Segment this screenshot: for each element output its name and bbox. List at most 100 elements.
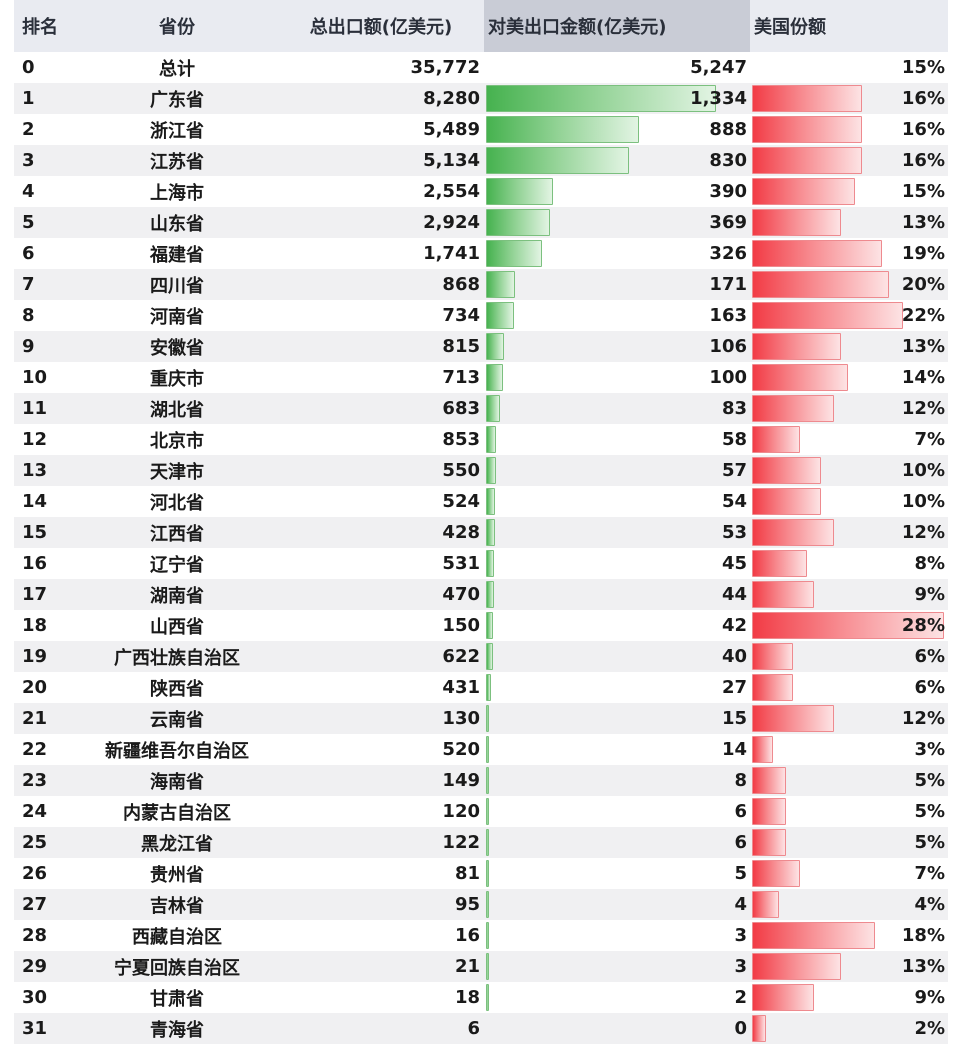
us-share-bar bbox=[752, 271, 890, 298]
header-province[interactable]: 省份 bbox=[76, 0, 278, 52]
rank-cell: 31 bbox=[22, 1018, 48, 1039]
header-us-export[interactable]: 对美出口金额(亿美元) bbox=[484, 0, 750, 52]
us-share-cell: 13% bbox=[750, 207, 948, 238]
total-export-cell: 149 bbox=[442, 770, 480, 791]
total-export-cell: 531 bbox=[442, 553, 480, 574]
us-export-bar bbox=[486, 364, 504, 391]
us-export-bar bbox=[486, 302, 515, 329]
us-share-cell: 5% bbox=[750, 796, 948, 827]
rank-cell: 12 bbox=[22, 429, 48, 450]
us-export-value: 100 bbox=[709, 367, 747, 388]
us-share-value: 15% bbox=[901, 57, 945, 78]
rank-cell: 26 bbox=[22, 863, 48, 884]
header-total-export[interactable]: 总出口额(亿美元) bbox=[278, 0, 484, 52]
us-export-value: 163 bbox=[709, 305, 747, 326]
us-export-bar bbox=[486, 953, 489, 980]
us-export-bar bbox=[486, 271, 516, 298]
us-export-cell: 58 bbox=[484, 424, 750, 455]
us-share-value: 18% bbox=[901, 925, 945, 946]
us-export-bar bbox=[486, 860, 489, 887]
us-export-cell: 326 bbox=[484, 238, 750, 269]
rank-cell: 28 bbox=[22, 925, 48, 946]
total-export-cell: 95 bbox=[454, 894, 480, 915]
table-header: 排名 省份 总出口额(亿美元) 对美出口金额(亿美元) 美国份额 bbox=[14, 0, 948, 52]
header-us-share[interactable]: 美国份额 bbox=[750, 0, 948, 52]
total-export-cell: 853 bbox=[442, 429, 480, 450]
us-share-value: 2% bbox=[914, 1018, 945, 1039]
rank-cell: 21 bbox=[22, 708, 48, 729]
us-share-bar bbox=[752, 178, 855, 205]
table-row: 13 天津市 550 57 10% bbox=[14, 455, 948, 486]
us-export-value: 171 bbox=[709, 274, 747, 295]
us-share-value: 16% bbox=[901, 150, 945, 171]
us-share-cell: 15% bbox=[750, 52, 948, 83]
us-export-bar bbox=[486, 736, 489, 763]
us-export-value: 4 bbox=[734, 894, 747, 915]
table-row: 3 江苏省 5,134 830 16% bbox=[14, 145, 948, 176]
us-export-bar bbox=[486, 116, 640, 143]
table-row: 2 浙江省 5,489 888 16% bbox=[14, 114, 948, 145]
us-export-cell: 3 bbox=[484, 920, 750, 951]
us-export-value: 5,247 bbox=[690, 57, 747, 78]
province-cell: 海南省 bbox=[150, 771, 204, 793]
us-export-bar bbox=[486, 240, 543, 267]
us-export-cell: 8 bbox=[484, 765, 750, 796]
us-export-value: 83 bbox=[721, 398, 747, 419]
us-share-value: 16% bbox=[901, 119, 945, 140]
total-export-cell: 8,280 bbox=[423, 88, 480, 109]
us-export-bar bbox=[486, 984, 489, 1011]
province-cell: 宁夏回族自治区 bbox=[114, 957, 240, 979]
table-row: 6 福建省 1,741 326 19% bbox=[14, 238, 948, 269]
us-share-cell: 19% bbox=[750, 238, 948, 269]
us-share-bar bbox=[752, 612, 944, 639]
us-export-value: 1,334 bbox=[690, 88, 747, 109]
header-row: 排名 省份 总出口额(亿美元) 对美出口金额(亿美元) 美国份额 bbox=[14, 0, 948, 52]
province-cell: 青海省 bbox=[150, 1019, 204, 1041]
us-export-cell: 5,247 bbox=[484, 52, 750, 83]
us-share-value: 19% bbox=[901, 243, 945, 264]
total-export-cell: 431 bbox=[442, 677, 480, 698]
us-export-value: 58 bbox=[721, 429, 747, 450]
total-export-cell: 734 bbox=[442, 305, 480, 326]
us-share-cell: 10% bbox=[750, 486, 948, 517]
us-export-bar bbox=[486, 891, 489, 918]
province-cell: 内蒙古自治区 bbox=[123, 802, 231, 824]
us-export-bar bbox=[486, 178, 554, 205]
us-share-cell: 6% bbox=[750, 672, 948, 703]
total-export-cell: 428 bbox=[442, 522, 480, 543]
table-row: 11 湖北省 683 83 12% bbox=[14, 393, 948, 424]
us-export-cell: 57 bbox=[484, 455, 750, 486]
total-export-cell: 120 bbox=[442, 801, 480, 822]
us-share-value: 5% bbox=[914, 770, 945, 791]
table-row: 15 江西省 428 53 12% bbox=[14, 517, 948, 548]
us-share-bar bbox=[752, 581, 814, 608]
us-share-value: 28% bbox=[901, 615, 945, 636]
table-row: 16 辽宁省 531 45 8% bbox=[14, 548, 948, 579]
us-export-value: 2 bbox=[734, 987, 747, 1008]
total-export-cell: 683 bbox=[442, 398, 480, 419]
province-cell: 重庆市 bbox=[150, 368, 204, 390]
us-share-cell: 7% bbox=[750, 424, 948, 455]
us-share-bar bbox=[752, 643, 794, 670]
us-export-cell: 53 bbox=[484, 517, 750, 548]
rank-cell: 14 bbox=[22, 491, 48, 512]
us-share-cell: 13% bbox=[750, 331, 948, 362]
us-export-bar bbox=[486, 612, 494, 639]
province-cell: 上海市 bbox=[150, 182, 204, 204]
us-export-value: 53 bbox=[721, 522, 747, 543]
us-share-bar bbox=[752, 364, 848, 391]
rank-cell: 24 bbox=[22, 801, 48, 822]
us-share-value: 6% bbox=[914, 646, 945, 667]
province-cell: 山西省 bbox=[150, 616, 204, 638]
us-export-cell: 390 bbox=[484, 176, 750, 207]
header-rank[interactable]: 排名 bbox=[14, 0, 76, 52]
us-share-bar bbox=[752, 240, 883, 267]
table-row: 0 总计 35,772 5,247 15% bbox=[14, 52, 948, 83]
us-share-value: 3% bbox=[914, 739, 945, 760]
province-cell: 新疆维吾尔自治区 bbox=[105, 740, 249, 762]
province-cell: 四川省 bbox=[150, 275, 204, 297]
us-export-bar bbox=[486, 643, 493, 670]
province-cell: 广西壮族自治区 bbox=[114, 647, 240, 669]
us-share-value: 22% bbox=[901, 305, 945, 326]
province-cell: 江西省 bbox=[150, 523, 204, 545]
